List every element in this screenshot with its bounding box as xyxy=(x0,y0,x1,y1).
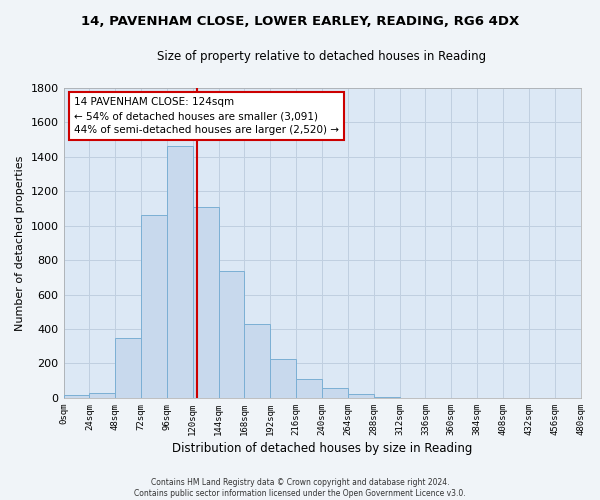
Bar xyxy=(64,396,89,398)
Bar xyxy=(193,206,218,398)
Bar xyxy=(167,146,193,398)
Text: Contains HM Land Registry data © Crown copyright and database right 2024.
Contai: Contains HM Land Registry data © Crown c… xyxy=(134,478,466,498)
Title: Size of property relative to detached houses in Reading: Size of property relative to detached ho… xyxy=(157,50,487,63)
Text: 14 PAVENHAM CLOSE: 124sqm
← 54% of detached houses are smaller (3,091)
44% of se: 14 PAVENHAM CLOSE: 124sqm ← 54% of detac… xyxy=(74,97,339,135)
Bar xyxy=(322,388,348,398)
Bar xyxy=(141,216,167,398)
Bar xyxy=(89,393,115,398)
Bar xyxy=(244,324,271,398)
Bar xyxy=(218,272,244,398)
Bar xyxy=(296,379,322,398)
Text: 14, PAVENHAM CLOSE, LOWER EARLEY, READING, RG6 4DX: 14, PAVENHAM CLOSE, LOWER EARLEY, READIN… xyxy=(81,15,519,28)
Bar xyxy=(374,397,400,398)
Y-axis label: Number of detached properties: Number of detached properties xyxy=(15,155,25,330)
X-axis label: Distribution of detached houses by size in Reading: Distribution of detached houses by size … xyxy=(172,442,472,455)
Bar xyxy=(115,338,141,398)
Bar xyxy=(271,359,296,398)
Bar xyxy=(348,394,374,398)
